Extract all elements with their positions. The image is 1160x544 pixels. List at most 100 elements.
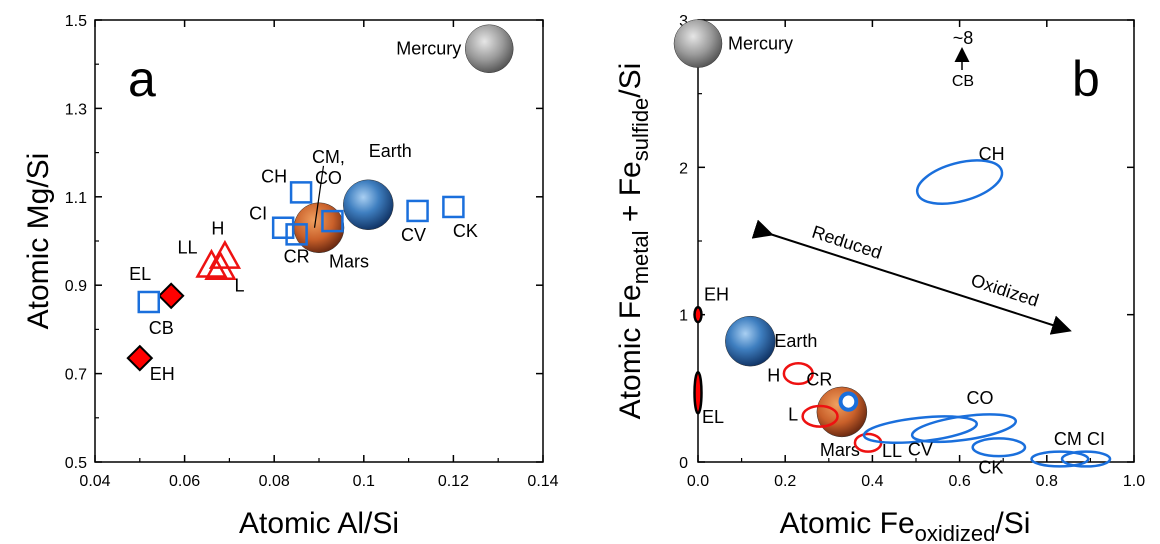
panel-a-markers	[126, 181, 465, 372]
ellipse-ci	[1060, 450, 1112, 468]
earth-icon	[725, 315, 776, 367]
panel-a-xlabel: Atomic Al/Si	[239, 507, 399, 540]
panel-a-planets: Mercury Earth Mars	[293, 24, 514, 272]
cb-offscale-value: ~8	[953, 28, 974, 48]
label-cm: CM,	[312, 147, 345, 167]
ellipse-h	[782, 362, 814, 386]
ellipse-cr	[838, 391, 859, 412]
label-ll: LL	[177, 237, 197, 257]
ellipse-co	[910, 413, 1018, 444]
marker-el	[157, 282, 185, 310]
planet-label-mercury: Mercury	[396, 39, 461, 59]
y-tick-label: 2	[679, 160, 688, 177]
panel-b-xlabel-sub: oxidized	[915, 521, 996, 544]
planet-label-earth: Earth	[369, 141, 412, 161]
ellipse-ch	[915, 159, 1004, 205]
y-tick-label: 1	[679, 308, 688, 325]
panel-b-ylabel: Atomic Femetal + Fesulfide/Si	[614, 63, 653, 420]
label-h: H	[767, 366, 780, 386]
panel-a-point-labels: EH EL LL H L CB CI CR CH CM,CO CV CK	[129, 147, 478, 384]
x-tick-label: 0.12	[438, 473, 469, 490]
marker-eh	[126, 344, 154, 372]
ellipse-eh	[693, 306, 703, 324]
marker-cv	[406, 199, 429, 223]
panel-b-ylabel-mid: + Fe	[614, 161, 647, 230]
panel-b-xlabel-tail: /Si	[995, 507, 1030, 540]
y-tick-label: 1.3	[65, 101, 87, 118]
planet-label-mars: Mars	[820, 440, 860, 460]
ellipse-l	[801, 404, 839, 428]
marker-ck	[442, 195, 465, 219]
mercury-icon	[673, 19, 723, 68]
mercury-icon	[464, 24, 514, 73]
y-tick-label: 0.9	[65, 278, 87, 295]
label-cr: CR	[284, 246, 310, 266]
y-tick-label: 1.1	[65, 190, 87, 207]
cb-offscale-label: CB	[952, 73, 974, 90]
earth-icon	[343, 179, 394, 231]
marker-l	[204, 250, 237, 280]
x-tick-label: 0.2	[774, 473, 796, 490]
label-el: EL	[702, 407, 724, 427]
marker-h	[208, 239, 242, 269]
panel-a-label: a	[128, 51, 156, 107]
y-tick-label: 0.7	[65, 367, 87, 384]
cm-co-leader-line	[313, 165, 325, 228]
panel-b-ticks: 0.0 0.2 0.4 0.6 0.8 1.0 0 1 2 3	[679, 13, 1145, 490]
marker-ch	[289, 181, 313, 204]
panel-b-xlabel: Atomic Feoxidized/Si	[780, 507, 1031, 544]
label-cb: CB	[149, 318, 174, 338]
x-tick-label: 0.06	[169, 473, 200, 490]
ellipse-ck	[971, 437, 1027, 458]
x-tick-label: 0.8	[1036, 473, 1058, 490]
x-tick-label: 0.08	[259, 473, 290, 490]
label-cv: CV	[908, 440, 933, 460]
planet-label-earth: Earth	[774, 331, 817, 351]
panel-a-ticks: 0.04 0.06 0.08 0.1 0.12 0.14 0.5 0.7 0.9 1.1 1.3 1.…	[65, 13, 559, 490]
marker-cb	[137, 290, 161, 314]
x-tick-label: 0.14	[527, 473, 558, 490]
panel-b-label: b	[1072, 51, 1100, 107]
x-tick-label: 1.0	[1123, 473, 1145, 490]
planet-label-mars: Mars	[329, 252, 369, 272]
ellipse-cm	[1030, 450, 1090, 468]
marker-ci	[271, 216, 295, 239]
oxidized-label: Oxidized	[968, 270, 1041, 311]
panel-b-ellipses	[693, 159, 1112, 468]
label-ck: CK	[978, 457, 1003, 477]
label-h: H	[211, 218, 224, 238]
label-l: L	[788, 404, 798, 424]
panel-b-frame	[697, 19, 1135, 463]
y-tick-label: 1.5	[65, 13, 87, 30]
planet-label-mercury: Mercury	[728, 34, 793, 54]
redox-arrow	[751, 219, 1072, 335]
label-cr: CR	[806, 370, 832, 390]
y-tick-label: 0	[679, 455, 688, 472]
y-tick-label: 3	[679, 13, 688, 30]
panel-b-ylabel-sub1: metal	[628, 230, 653, 284]
ellipse-el	[693, 370, 703, 415]
label-ch: CH	[979, 144, 1005, 164]
reduced-label: Reduced	[809, 222, 884, 263]
panel-b-xlabel-main: Atomic Fe	[780, 507, 915, 540]
label-ci: CI	[1087, 429, 1105, 449]
label-l: L	[234, 276, 244, 296]
label-cm: CM	[1054, 429, 1082, 449]
panel-b-ylabel-sub2: sulfide	[628, 98, 653, 162]
x-tick-label: 0.04	[79, 473, 110, 490]
label-eh: EH	[704, 285, 729, 305]
label-ck: CK	[453, 221, 478, 241]
label-co: CO	[315, 168, 342, 188]
marker-cm-co	[321, 209, 344, 233]
panel-b-ylabel-tail: /Si	[614, 63, 647, 98]
y-tick-label: 0.5	[65, 455, 87, 472]
label-ch: CH	[261, 166, 287, 186]
x-tick-label: 0.4	[861, 473, 883, 490]
label-cv: CV	[401, 225, 426, 245]
marker-ll	[195, 248, 228, 278]
x-tick-label: 0.0	[687, 473, 709, 490]
panel-b-ylabel-main: Atomic Fe	[614, 284, 647, 419]
